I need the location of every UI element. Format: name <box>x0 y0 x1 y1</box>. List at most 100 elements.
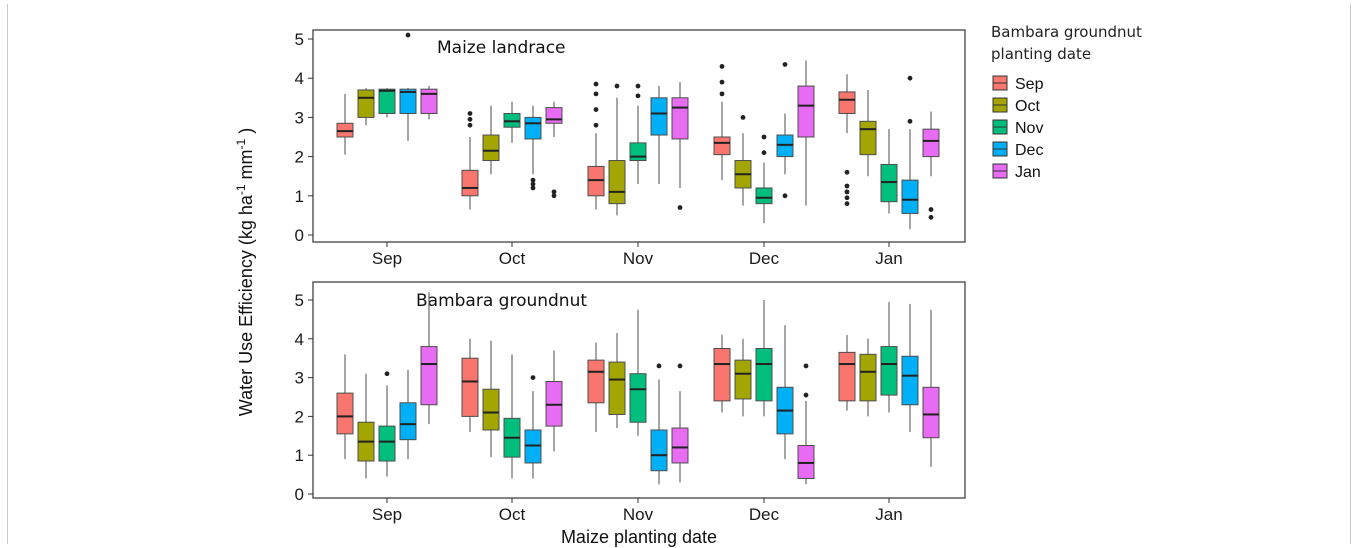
box-body <box>357 89 375 118</box>
box-body <box>608 361 626 415</box>
y-tick-label: 0 <box>295 485 304 504</box>
box-dec-dec <box>776 62 794 199</box>
box-body <box>608 160 626 205</box>
legend-label-jan: Jan <box>1015 164 1041 181</box>
box-jan-dec <box>901 75 919 230</box>
legend: Bambara groundnut planting date Sep Oct No… <box>991 23 1142 181</box>
box-body <box>755 348 773 402</box>
box-dec-oct <box>734 115 752 206</box>
box-body <box>671 427 689 464</box>
box-body <box>859 120 877 156</box>
outlier-point <box>551 189 557 195</box>
x-tick-label: Sep <box>372 249 402 268</box>
box-sep-oct <box>357 373 375 479</box>
figure-frame <box>7 4 1351 544</box>
box-body <box>482 388 500 431</box>
outlier-point <box>782 193 788 199</box>
outlier-point <box>928 207 934 212</box>
box-body <box>336 392 354 435</box>
y-tick-label: 4 <box>295 330 304 349</box>
y-tick-label: 2 <box>295 148 304 167</box>
outlier-point <box>593 122 599 128</box>
box-body <box>901 355 919 406</box>
box-body <box>650 97 668 136</box>
box-body <box>713 348 731 402</box>
box-sep-sep <box>336 354 354 460</box>
box-sep-nov <box>378 88 396 118</box>
box-oct-sep <box>461 338 479 432</box>
box-nov-nov <box>629 83 647 185</box>
box-sep-sep <box>336 93 354 155</box>
box-oct-jan <box>545 101 563 199</box>
outlier-point <box>844 189 850 195</box>
outlier-point <box>803 392 809 398</box>
outlier-point <box>530 177 536 183</box>
box-sep-jan <box>420 86 438 120</box>
y-axis-label-main: Water Use Efficiency (kg ha <box>236 194 256 416</box>
box-body <box>420 346 438 406</box>
outlier-point <box>593 107 599 112</box>
x-axis-label: Maize planting date <box>561 527 717 547</box>
outlier-point <box>467 122 473 128</box>
y-tick-label: 2 <box>295 407 304 426</box>
box-body <box>797 85 815 138</box>
outlier-point <box>740 115 746 120</box>
box-jan-nov <box>880 129 898 214</box>
box-dec-nov <box>755 134 773 224</box>
box-oct-jan <box>545 350 563 452</box>
legend-label-dec: Dec <box>1015 142 1043 159</box>
outlier-point <box>551 193 557 199</box>
x-tick-label: Dec <box>749 505 780 524</box>
y-tick-label: 1 <box>295 187 304 206</box>
panel-2: Bambara groundnut 0 1 2 3 4 5 Sep Oct Nov Dec Jan <box>295 281 966 524</box>
box-jan-sep <box>838 74 856 207</box>
box-body <box>755 187 773 205</box>
box-nov-oct <box>608 332 626 429</box>
outlier-point <box>614 83 620 89</box>
box-body <box>399 402 417 441</box>
box-nov-nov <box>629 309 647 436</box>
outlier-point <box>467 111 473 116</box>
outlier-point <box>635 83 641 89</box>
outlier-point <box>405 32 411 38</box>
box-nov-sep <box>587 81 605 210</box>
box-body <box>901 179 919 214</box>
box-nov-jan <box>671 82 689 210</box>
outlier-point <box>384 371 390 377</box>
panel-1: Maize landrace 0 1 2 3 4 5 Sep Oct Nov Dec Jan <box>295 29 966 268</box>
x-tick-label: Nov <box>623 249 654 268</box>
outlier-point <box>530 375 536 380</box>
y-axis-label-end: ) <box>236 128 256 139</box>
x-tick-label: Sep <box>372 505 402 524</box>
box-dec-sep <box>713 64 731 181</box>
y-tick-label: 0 <box>295 226 304 245</box>
box-body <box>838 351 856 402</box>
box-jan-dec <box>901 303 919 432</box>
box-body <box>629 142 647 162</box>
box-sep-oct <box>357 88 375 126</box>
outlier-point <box>782 62 788 67</box>
box-body <box>461 169 479 197</box>
box-sep-nov <box>378 371 396 477</box>
box-oct-sep <box>461 111 479 210</box>
box-nov-dec <box>650 363 668 485</box>
box-dec-nov <box>755 300 773 417</box>
box-oct-dec <box>524 375 542 479</box>
box-body <box>524 116 542 140</box>
box-body <box>461 357 479 417</box>
box-dec-oct <box>734 338 752 417</box>
x-tick-label: Jan <box>875 505 902 524</box>
box-body <box>922 128 940 158</box>
outlier-point <box>907 118 913 124</box>
box-jan-nov <box>880 301 898 413</box>
box-body <box>378 88 396 114</box>
outlier-point <box>530 185 536 191</box>
box-jan-jan <box>922 111 940 220</box>
outlier-point <box>803 363 809 369</box>
box-dec-jan <box>797 363 815 485</box>
outlier-point <box>844 195 850 201</box>
y-axis-label-mid: mm <box>236 149 256 184</box>
legend-title-line1: Bambara groundnut <box>991 23 1142 41</box>
